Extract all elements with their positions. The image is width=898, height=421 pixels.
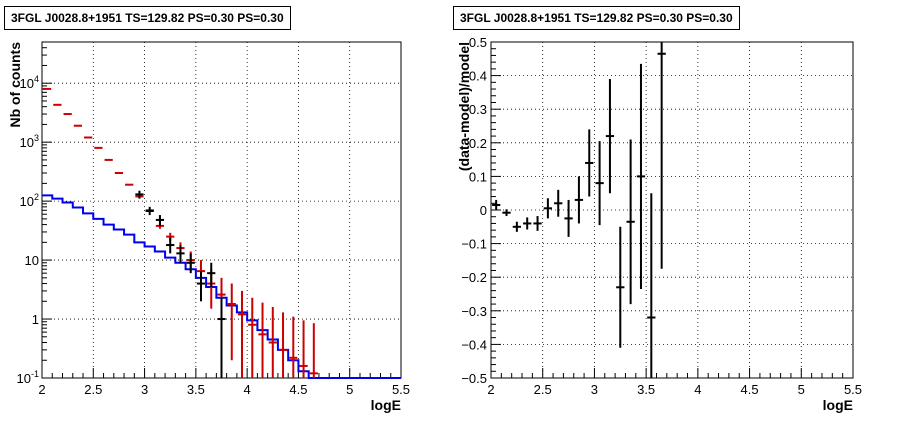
- y-axis-label: Nb of counts: [7, 42, 23, 128]
- y-tick-label: 1: [32, 312, 39, 327]
- y-tick-label: 10-1: [17, 369, 39, 386]
- x-tick-label: 3.5: [637, 382, 655, 397]
- x-tick-label: 5: [346, 382, 353, 397]
- y-tick-label: 103: [20, 133, 39, 150]
- counts-panel: 2 2.5 3 3.5 4 4.5 5 5.5 10-1 1 10 102 103 104 logE Nb o…: [7, 41, 410, 413]
- x-tick-label: 4: [694, 382, 701, 397]
- chart-title-left: 3FGL J0028.8+1951 TS=129.82 PS=0.30 PS=0…: [4, 6, 291, 30]
- x-tick-label: 2.5: [534, 382, 552, 397]
- y-tick-label: −0.4: [461, 337, 487, 352]
- y-tick-label: 0.1: [469, 169, 487, 184]
- residuals-panel: 2 2.5 3 3.5 4 4.5 5 5.5 −0.5 −0.4 −0.3 −0.2 −0.1 0 0.1…: [456, 35, 862, 413]
- y-tick-label: −0.5: [461, 371, 487, 386]
- y-tick-label: 0.2: [469, 136, 487, 151]
- y-axis-label: (data-model)/model: [456, 42, 472, 171]
- x-tick-label: 2: [487, 382, 494, 397]
- x-tick-label: 4: [244, 382, 251, 397]
- x-tick-label: 3.5: [187, 382, 205, 397]
- y-tick-label: −0.1: [461, 237, 487, 252]
- y-tick-label: 0.5: [469, 35, 487, 50]
- y-tick-label: 0.4: [469, 69, 487, 84]
- x-tick-label: 5: [798, 382, 805, 397]
- x-tick-label: 2.5: [84, 382, 102, 397]
- x-tick-label: 2: [38, 382, 45, 397]
- x-tick-label: 3: [141, 382, 148, 397]
- x-tick-label: 4.5: [741, 382, 759, 397]
- y-tick-label: 10: [25, 253, 39, 268]
- y-tick-label: 0.3: [469, 102, 487, 117]
- x-tick-label: 3: [591, 382, 598, 397]
- x-tick-label: 5.5: [392, 382, 410, 397]
- y-tick-label: 102: [20, 192, 39, 209]
- y-tick-label: 0: [480, 203, 487, 218]
- y-tick-label: −0.3: [461, 304, 487, 319]
- y-tick-label: 104: [20, 74, 39, 91]
- x-tick-label: 5.5: [844, 382, 862, 397]
- x-axis-label: logE: [823, 397, 853, 413]
- x-tick-label: 4.5: [289, 382, 307, 397]
- x-axis-label: logE: [371, 397, 401, 413]
- chart-title-right: 3FGL J0028.8+1951 TS=129.82 PS=0.30 PS=0…: [453, 6, 740, 30]
- y-tick-label: −0.2: [461, 270, 487, 285]
